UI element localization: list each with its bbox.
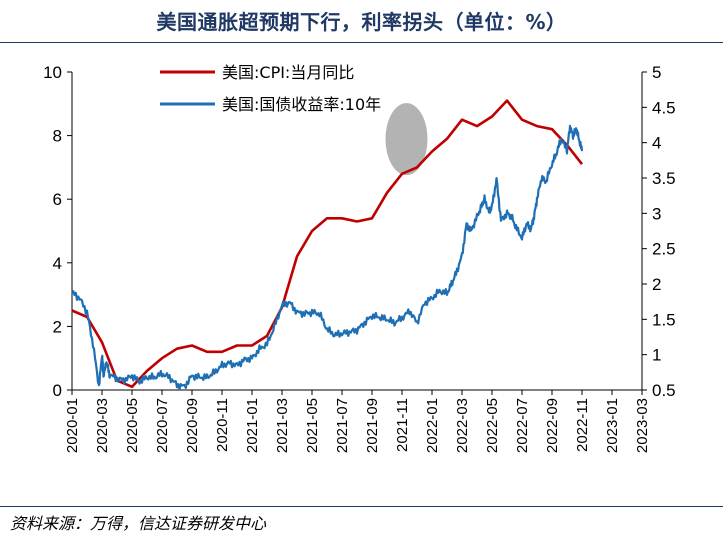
x-tick-label: 2021-09 — [364, 398, 381, 453]
x-tick-label: 2023-01 — [604, 398, 621, 453]
x-tick-label: 2021-05 — [304, 398, 321, 453]
chart-title: 美国通胀超预期下行，利率拐头（单位：%） — [156, 10, 567, 34]
right-tick-label: 0.5 — [652, 381, 676, 400]
x-tick-label: 2020-11 — [214, 398, 231, 452]
series-line-cpi — [71, 99, 584, 389]
title-divider — [0, 42, 723, 43]
left-tick-label: 8 — [53, 127, 62, 146]
x-tick-label: 2021-03 — [274, 398, 291, 453]
x-tick-label: 2021-07 — [334, 398, 351, 453]
x-tick-label: 2021-01 — [244, 398, 261, 453]
right-tick-label: 3 — [652, 204, 661, 223]
right-tick-label: 5 — [652, 63, 661, 82]
right-tick-label: 4 — [652, 134, 661, 153]
x-tick-label: 2022-11 — [574, 398, 591, 452]
x-tick-label: 2020-01 — [64, 398, 81, 453]
left-tick-label: 2 — [53, 317, 62, 336]
right-tick-label: 3.5 — [652, 169, 676, 188]
x-tick-label: 2021-11 — [394, 398, 411, 452]
legend-label: 美国:CPI:当月同比 — [222, 63, 354, 82]
left-tick-label: 10 — [43, 63, 62, 82]
axes: 0 2 4 6 8 10 0.5 1 1.5 2 2.5 3 3.5 4 4.5 5 2020-01 2020-0… — [43, 63, 676, 453]
x-tick-label: 2020-09 — [184, 398, 201, 453]
x-tick-label: 2020-05 — [124, 398, 141, 453]
series-line-treasury-10y — [71, 124, 584, 391]
series-lines — [71, 99, 584, 391]
source-divider — [0, 506, 723, 507]
right-tick-label: 1 — [652, 346, 661, 365]
right-tick-label: 2.5 — [652, 240, 676, 259]
x-tick-label: 2020-03 — [94, 398, 111, 453]
right-tick-label: 4.5 — [652, 98, 676, 117]
x-tick-label: 2023-03 — [634, 398, 651, 453]
left-tick-label: 4 — [53, 254, 62, 273]
left-tick-label: 0 — [53, 381, 62, 400]
x-tick-label: 2020-07 — [154, 398, 171, 453]
highlight-layer — [385, 103, 428, 176]
source-note: 资料来源：万得，信达证券研发中心 — [10, 514, 267, 533]
right-tick-label: 1.5 — [652, 310, 676, 329]
legend-label: 美国:国债收益率:10年 — [222, 95, 381, 114]
x-tick-label: 2022-09 — [544, 398, 561, 453]
x-tick-label: 2022-07 — [514, 398, 531, 453]
left-tick-label: 6 — [53, 190, 62, 209]
x-tick-label: 2022-05 — [484, 398, 501, 453]
x-tick-label: 2022-01 — [424, 398, 441, 453]
highlight-ellipse — [385, 103, 428, 176]
x-tick-label: 2022-03 — [454, 398, 471, 453]
right-tick-label: 2 — [652, 275, 661, 294]
